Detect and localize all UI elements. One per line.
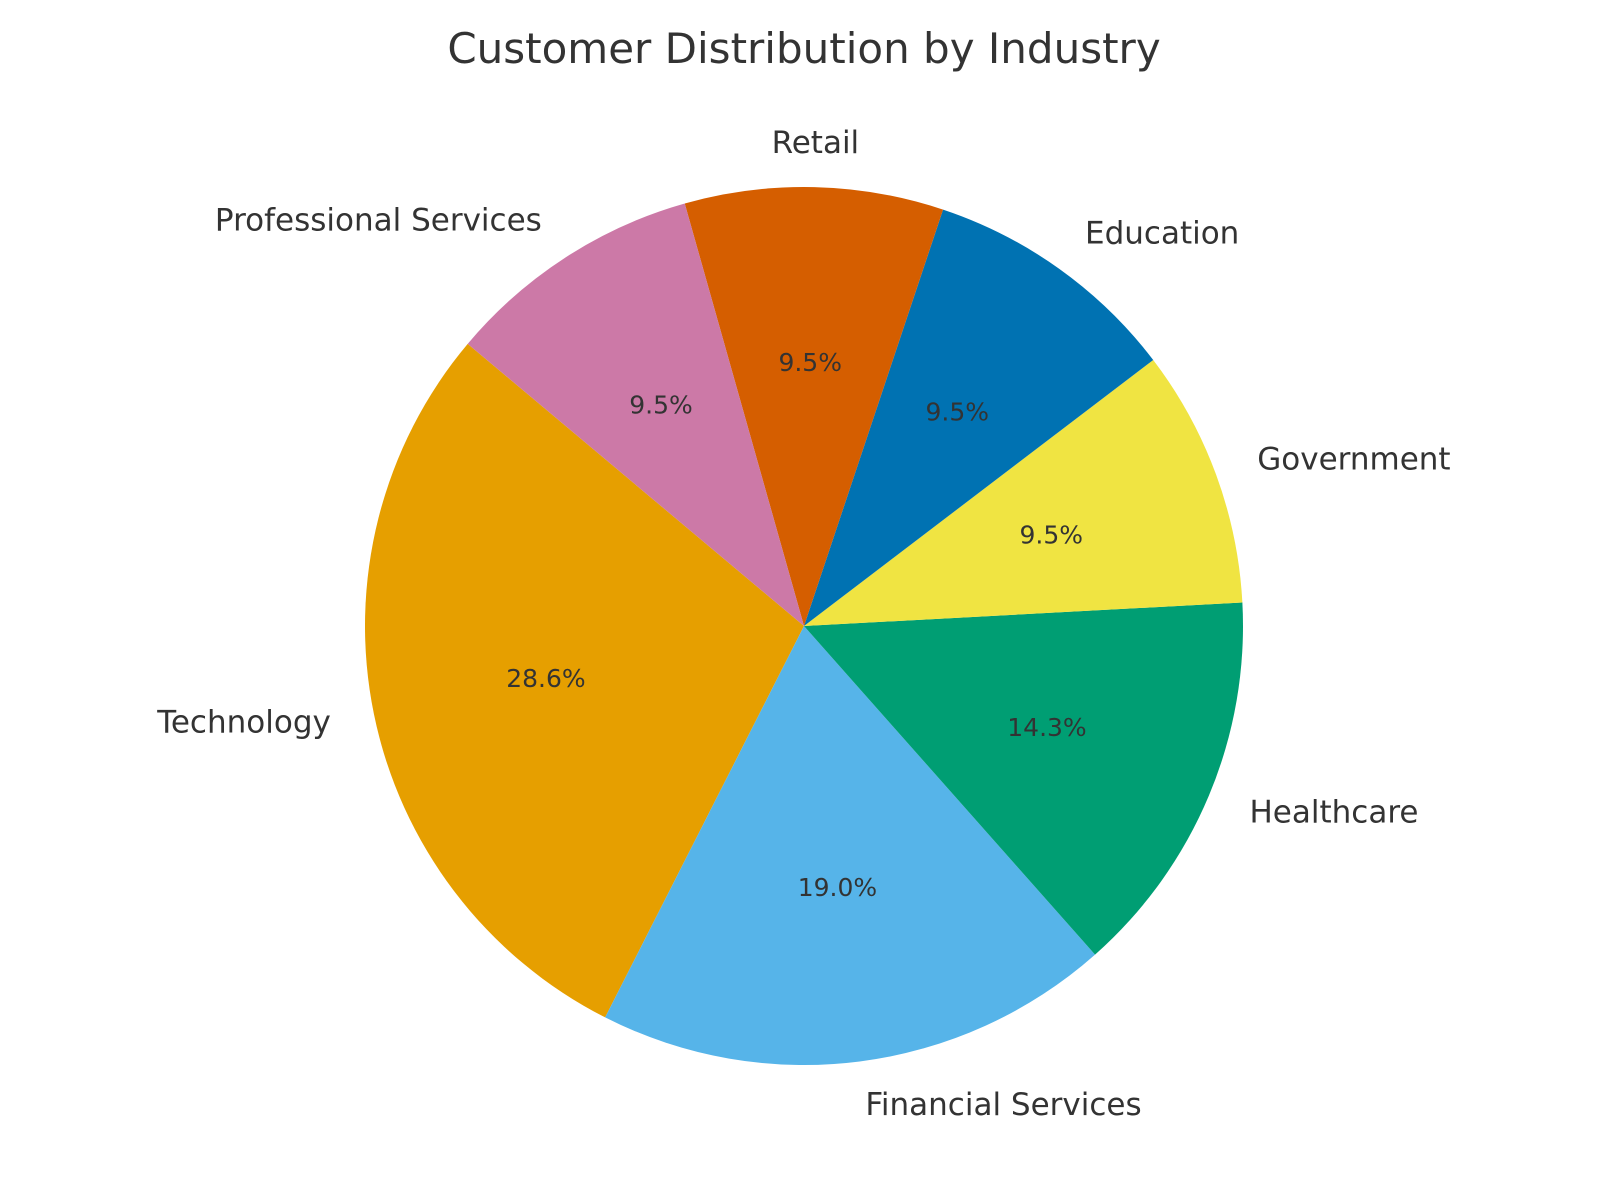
slice-label: Professional Services (215, 202, 542, 238)
slice-label: Financial Services (865, 1087, 1141, 1123)
pct-label: 9.5% (926, 397, 990, 426)
pct-label: 14.3% (1007, 713, 1086, 742)
slice-label: Healthcare (1249, 794, 1418, 830)
slice-label: Education (1085, 215, 1239, 251)
slice-label: Retail (772, 125, 860, 161)
chart-title: Customer Distribution by Industry (447, 24, 1160, 73)
pie-slice-healthcare (804, 602, 1243, 955)
slice-label: Government (1257, 441, 1450, 477)
slice-label: Technology (156, 705, 331, 741)
pct-label: 9.5% (629, 390, 693, 419)
pie-slice-education (804, 209, 1154, 626)
pct-label: 19.0% (798, 873, 877, 902)
pct-label: 9.5% (1019, 521, 1083, 550)
pie-slice-government (804, 359, 1243, 626)
pct-label: 28.6% (506, 664, 585, 693)
pie-labels: 28.6% Technology 19.0% Financial Services 14… (156, 125, 1450, 1123)
pie-slice-financial-services (605, 626, 1096, 1065)
pie-slices (365, 187, 1243, 1065)
pie-slice-technology (365, 343, 804, 1018)
pie-slice-retail (684, 187, 944, 626)
pie-slice-professional-services (467, 203, 804, 626)
pct-label: 9.5% (778, 348, 842, 377)
